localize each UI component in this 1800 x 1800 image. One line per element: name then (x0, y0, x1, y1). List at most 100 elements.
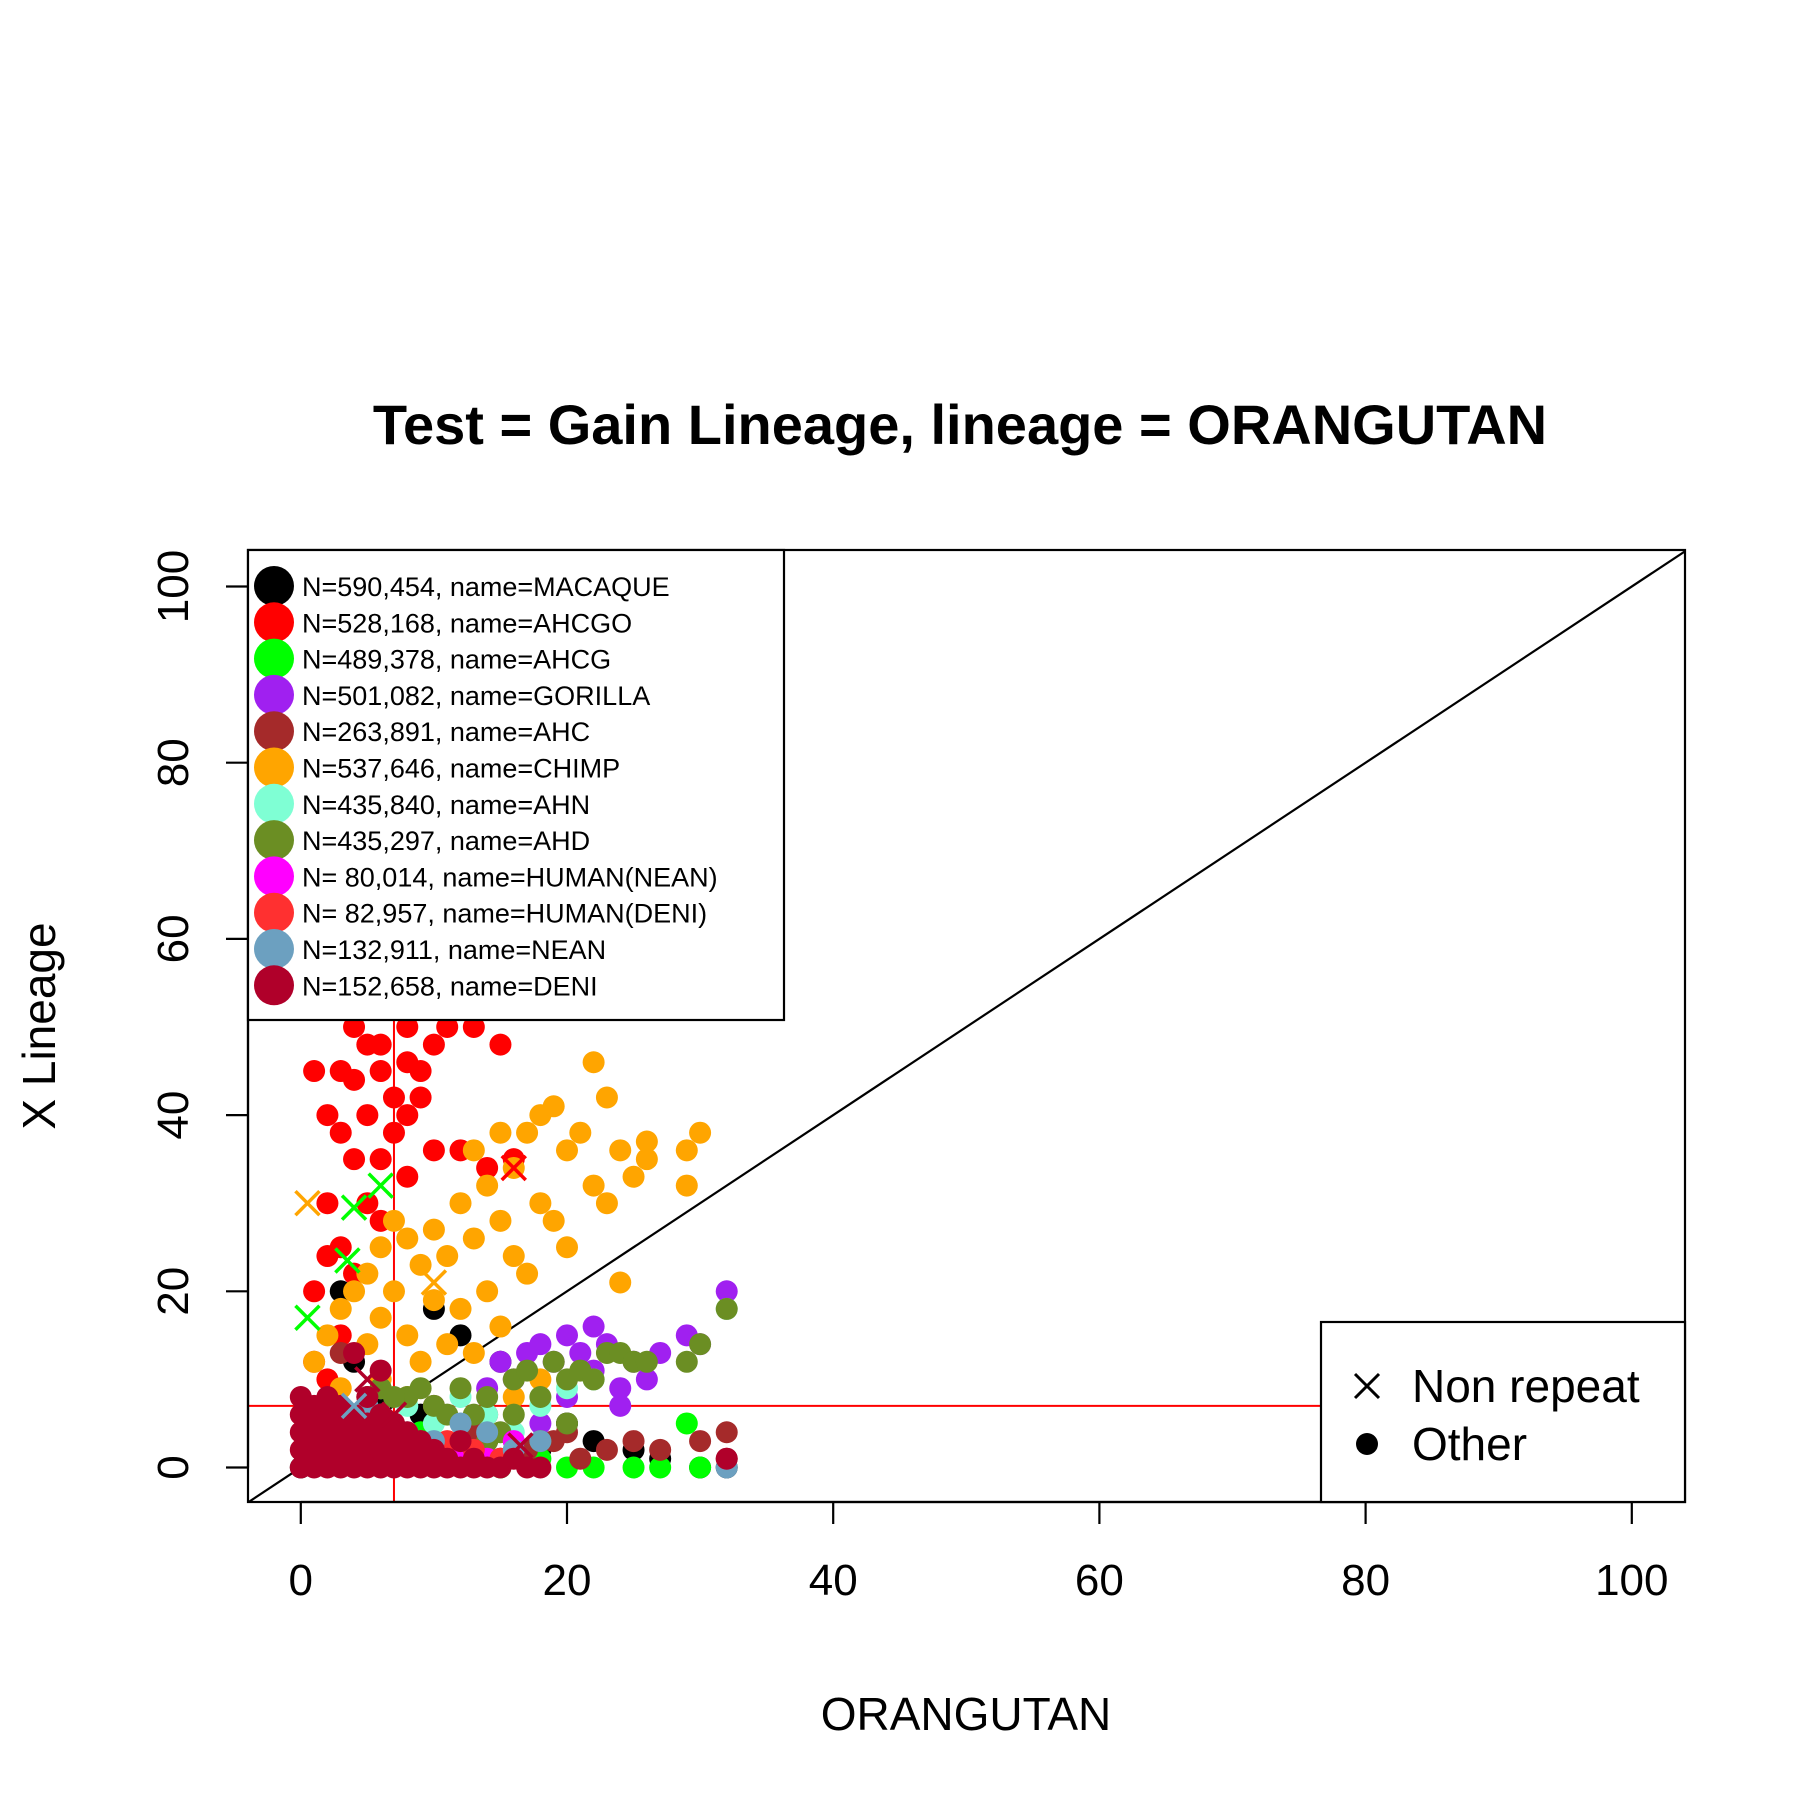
data-point (329, 1121, 352, 1144)
data-point (369, 1306, 392, 1329)
data-point (582, 1315, 605, 1338)
data-point (489, 1033, 512, 1056)
data-point (569, 1121, 592, 1144)
data-point (689, 1430, 712, 1453)
data-point (622, 1165, 645, 1188)
shape-legend-item: Non repeat (1353, 1360, 1640, 1412)
legend-marker (254, 711, 294, 752)
data-point (529, 1456, 552, 1479)
x-tick-label: 20 (543, 1556, 592, 1605)
data-point (542, 1095, 565, 1118)
data-point (516, 1121, 539, 1144)
dot-icon (1356, 1433, 1378, 1455)
data-point (582, 1051, 605, 1074)
data-point (449, 1192, 472, 1215)
shape-legend: Non repeat Other (1319, 1320, 1687, 1504)
data-point (343, 1068, 366, 1091)
legend-item: N=489,378, name=AHCG (254, 638, 611, 679)
y-tick-label: 40 (149, 1091, 198, 1140)
data-point (409, 1377, 432, 1400)
data-point (609, 1377, 632, 1400)
data-point (529, 1192, 552, 1215)
series-legend-box (246, 548, 786, 1022)
shape-legend-label: Other (1412, 1418, 1527, 1470)
legend-item: N=528,168, name=AHCGO (254, 602, 632, 643)
legend-label: N=489,378, name=AHCG (302, 645, 611, 675)
y-tick-label: 80 (149, 738, 198, 787)
data-point (529, 1386, 552, 1409)
data-point (436, 1245, 459, 1268)
data-point (382, 1086, 405, 1109)
data-point (462, 1341, 485, 1364)
legend-label: N= 80,014, name=HUMAN(NEAN) (302, 862, 718, 892)
data-point (396, 1227, 419, 1250)
shape-legend-label: Non repeat (1412, 1360, 1640, 1412)
data-point (449, 1377, 472, 1400)
legend-marker (254, 965, 294, 1006)
data-point (343, 1016, 366, 1038)
data-point (529, 1430, 552, 1453)
data-point (422, 1033, 445, 1056)
cross-stroke (340, 1392, 368, 1420)
legend-label: N=528,168, name=AHCGO (302, 608, 632, 638)
legend-marker (254, 747, 294, 788)
y-axis-label: X Lineage (13, 922, 65, 1129)
cross-stroke (354, 1366, 381, 1393)
legend-label: N=501,082, name=GORILLA (302, 681, 650, 711)
chart-title: Test = Gain Lineage, lineage = ORANGUTAN (373, 393, 1547, 456)
data-point (449, 1412, 472, 1435)
data-point (422, 1289, 445, 1312)
data-point (595, 1438, 618, 1461)
data-point (396, 1051, 419, 1074)
data-point (369, 1359, 392, 1382)
data-point (409, 1253, 432, 1276)
data-point (396, 1104, 419, 1127)
data-point (516, 1359, 539, 1382)
cross-stroke (334, 1247, 361, 1274)
legend-item: N=537,646, name=CHIMP (254, 747, 620, 788)
data-point (635, 1350, 658, 1373)
data-point (422, 1218, 445, 1241)
non-repeat-point (380, 1401, 408, 1428)
legend-label: N=263,891, name=AHC (302, 717, 590, 747)
data-point (622, 1456, 645, 1479)
data-point (382, 1280, 405, 1303)
data-point (609, 1271, 632, 1294)
legend-item: N=263,891, name=AHC (254, 711, 590, 752)
data-point (502, 1403, 525, 1426)
non-repeat-point (340, 1194, 368, 1221)
data-point (556, 1236, 578, 1259)
data-point (316, 1245, 339, 1268)
legend-marker (254, 820, 294, 861)
data-point (343, 1341, 366, 1364)
data-point (356, 1386, 379, 1409)
legend-label: N=590,454, name=MACAQUE (302, 572, 670, 602)
data-point (462, 1016, 485, 1038)
data-point (316, 1104, 339, 1127)
data-point (409, 1350, 432, 1373)
non-repeat-point (420, 1269, 448, 1296)
data-point (715, 1447, 738, 1470)
data-point (489, 1121, 512, 1144)
x-tick-label: 40 (809, 1556, 858, 1605)
cross-stroke (294, 1304, 321, 1331)
data-point (396, 1165, 419, 1188)
data-point (675, 1412, 698, 1435)
x-tick-label: 80 (1341, 1556, 1390, 1605)
legend-marker (254, 674, 294, 715)
legend-item: N= 82,957, name=HUMAN(DENI) (254, 892, 707, 933)
data-point (689, 1121, 712, 1144)
data-point (556, 1412, 578, 1435)
non-repeat-point (507, 1432, 534, 1459)
y-tick-label: 0 (149, 1455, 198, 1479)
legend-marker (254, 892, 294, 933)
data-point (356, 1104, 379, 1127)
data-point (622, 1430, 645, 1453)
data-point (675, 1139, 698, 1162)
legend-marker (254, 638, 294, 679)
data-point (635, 1130, 658, 1153)
legend-item: N=590,454, name=MACAQUE (254, 566, 670, 606)
data-point (476, 1386, 499, 1409)
data-point (462, 1139, 485, 1162)
